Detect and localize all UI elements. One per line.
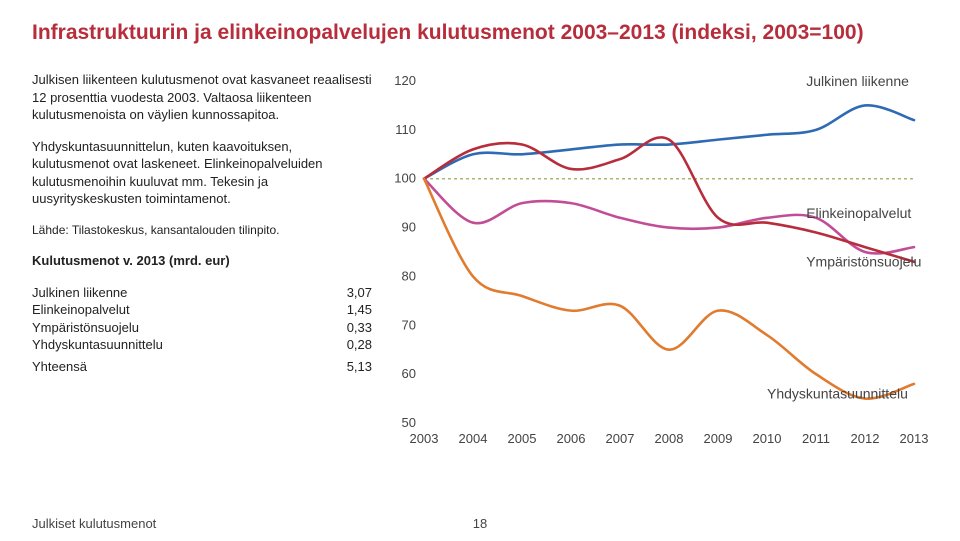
table-row-value: 0,33	[347, 319, 372, 337]
table-row-value: 3,07	[347, 284, 372, 302]
table-row-key: Ympäristönsuojelu	[32, 319, 139, 337]
table-row-key: Julkinen liikenne	[32, 284, 127, 302]
y-tick-label: 60	[402, 366, 416, 381]
left-column: Julkisen liikenteen kulutusmenot ovat ka…	[32, 71, 384, 451]
series-ymparistonsuojelu	[424, 138, 914, 262]
table-row-key: Yhteensä	[32, 358, 87, 376]
table-row: Elinkeinopalvelut 1,45	[32, 301, 372, 319]
x-tick-label: 2008	[655, 431, 684, 446]
data-table: Julkinen liikenne 3,07 Elinkeinopalvelut 1,…	[32, 284, 372, 376]
page-title: Infrastruktuurin ja elinkeinopalvelujen …	[32, 20, 928, 45]
series-label-julkinen_liikenne: Julkinen liikenne	[806, 73, 909, 89]
x-tick-label: 2003	[410, 431, 439, 446]
x-tick-label: 2010	[753, 431, 782, 446]
table-row-value: 5,13	[347, 358, 372, 376]
y-tick-label: 120	[394, 73, 416, 88]
y-tick-label: 70	[402, 317, 416, 332]
table-row: Ympäristönsuojelu 0,33	[32, 319, 372, 337]
body-p1: Julkisen liikenteen kulutusmenot ovat ka…	[32, 71, 372, 124]
x-tick-label: 2007	[606, 431, 635, 446]
x-tick-label: 2009	[704, 431, 733, 446]
footer-page: 18	[473, 516, 487, 531]
x-tick-label: 2005	[508, 431, 537, 446]
y-tick-label: 100	[394, 171, 416, 186]
x-tick-label: 2006	[557, 431, 586, 446]
table-row: Julkinen liikenne 3,07	[32, 284, 372, 302]
table-row-key: Yhdyskuntasuunnittelu	[32, 336, 163, 354]
table-row-key: Elinkeinopalvelut	[32, 301, 130, 319]
table-subhead: Kulutusmenot v. 2013 (mrd. eur)	[32, 252, 372, 270]
y-tick-label: 90	[402, 220, 416, 235]
x-tick-label: 2004	[459, 431, 488, 446]
series-label-yhdyskuntasuunnittelu: Yhdyskuntasuunnittelu	[767, 386, 908, 402]
y-tick-label: 80	[402, 269, 416, 284]
y-tick-label: 110	[395, 122, 416, 137]
series-label-elinkeinopalvelut: Elinkeinopalvelut	[806, 205, 911, 221]
table-row-value: 1,45	[347, 301, 372, 319]
x-tick-label: 2011	[802, 431, 830, 446]
table-row: Yhteensä 5,13	[32, 358, 372, 376]
series-label-ymparistonsuojelu: Ympäristönsuojelu	[806, 254, 921, 270]
body-p2: Yhdyskuntasuunnittelun, kuten kaavoituks…	[32, 138, 372, 208]
table-row: Yhdyskuntasuunnittelu 0,28	[32, 336, 372, 354]
x-tick-label: 2013	[900, 431, 929, 446]
series-julkinen_liikenne	[424, 105, 914, 178]
table-row-value: 0,28	[347, 336, 372, 354]
y-tick-label: 50	[402, 415, 416, 430]
source-line: Lähde: Tilastokeskus, kansantalouden til…	[32, 222, 372, 238]
x-tick-label: 2012	[851, 431, 880, 446]
line-chart: 50 60 70 80 90 100 110 120 2003 2004 2005 2006 2007 2…	[384, 71, 928, 451]
footer-label: Julkiset kulutusmenot	[32, 516, 156, 531]
